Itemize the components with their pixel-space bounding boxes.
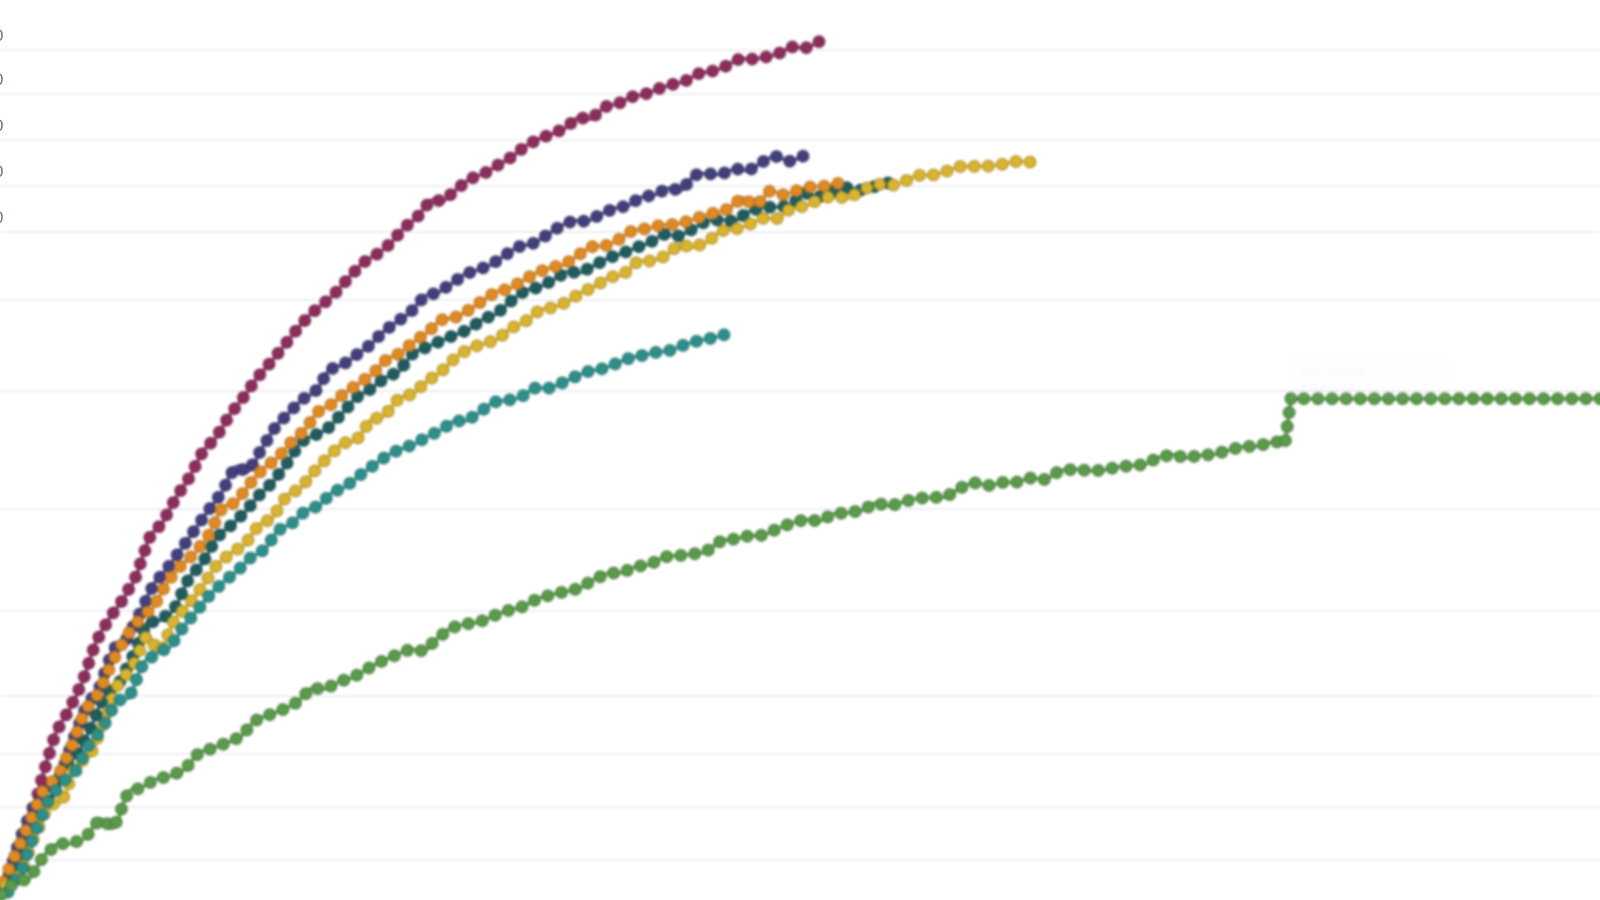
svg-text:Value: 0.62: Value: 0.62 xyxy=(1300,381,1355,393)
svg-text:0: 0 xyxy=(0,116,3,135)
svg-text:0: 0 xyxy=(0,162,3,181)
svg-text:Step 128,000: Step 128,000 xyxy=(1300,365,1365,377)
svg-text:0: 0 xyxy=(0,26,3,45)
svg-text:0: 0 xyxy=(0,208,3,227)
svg-text:0: 0 xyxy=(0,70,3,89)
